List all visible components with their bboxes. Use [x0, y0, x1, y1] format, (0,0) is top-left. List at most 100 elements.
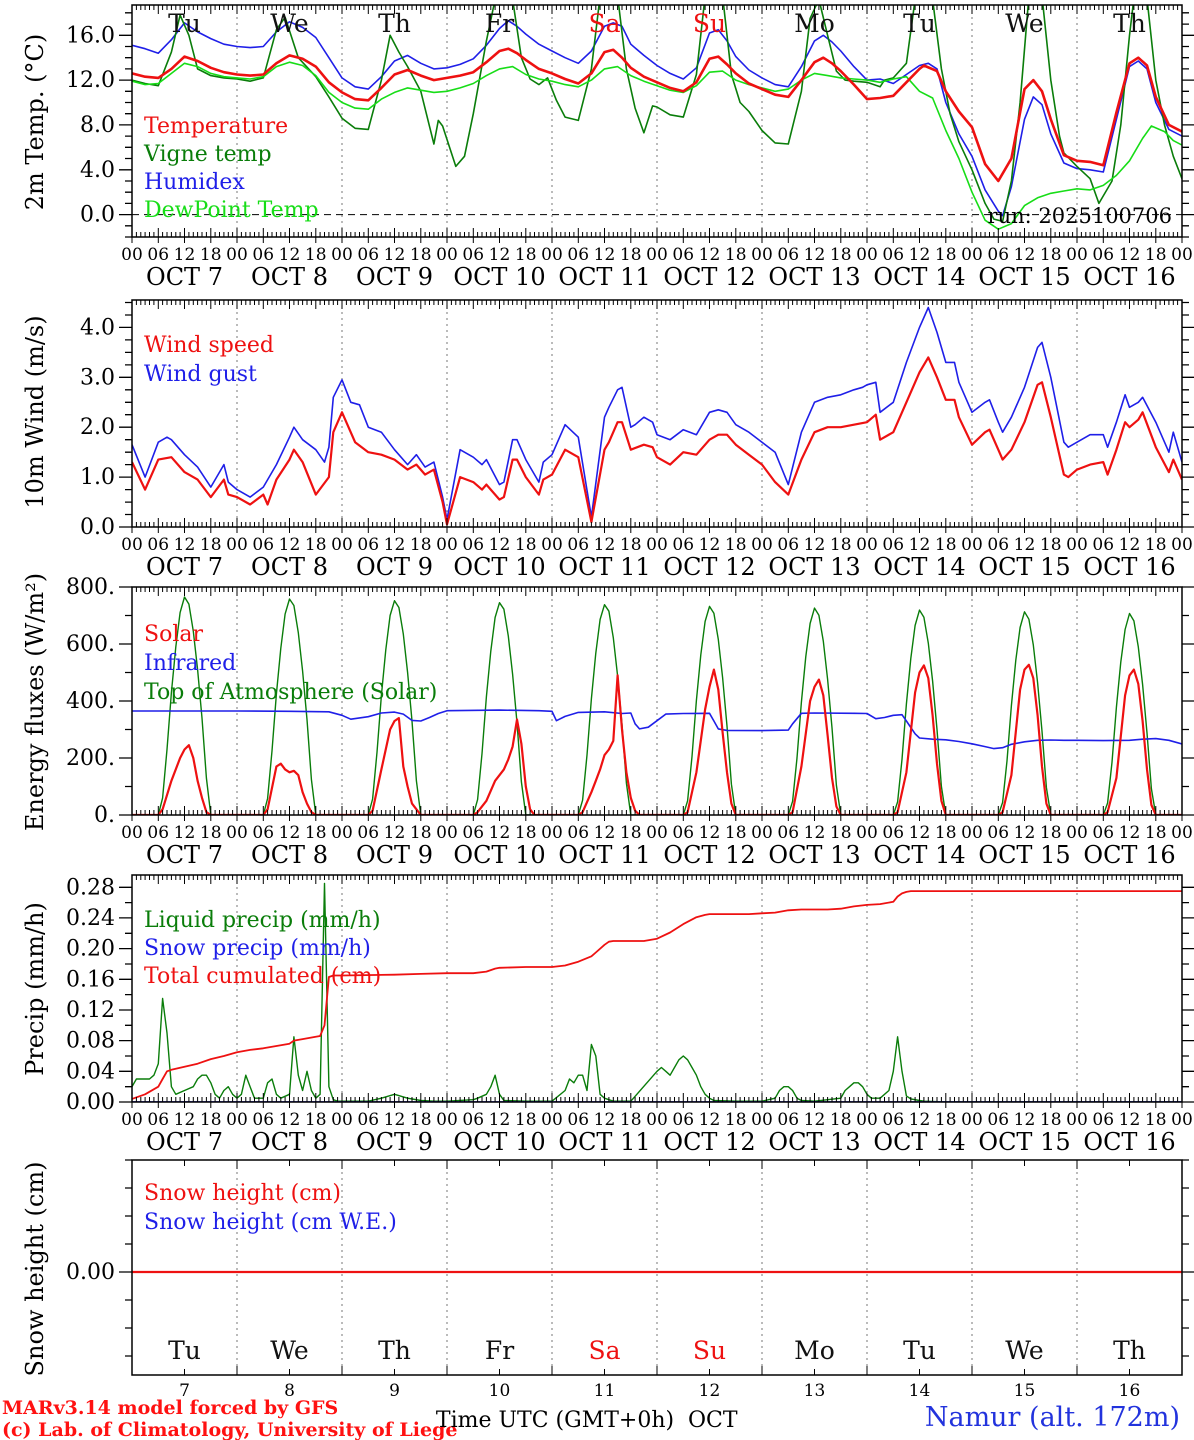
hour-tick-label: 18 — [725, 245, 747, 265]
hour-tick-label: 00 — [121, 823, 143, 843]
hour-tick-label: 12 — [1014, 245, 1036, 265]
run-timestamp-label: run: 2025100706 — [987, 204, 1172, 228]
hour-tick-label: 06 — [882, 823, 904, 843]
date-label: OCT 12 — [663, 841, 755, 869]
hour-tick-label: 00 — [541, 535, 563, 555]
date-label: OCT 11 — [558, 263, 650, 291]
day-name-label: We — [270, 1336, 308, 1365]
hour-tick-label: 18 — [620, 823, 642, 843]
y-tick-label: 4.0 — [80, 158, 115, 183]
hour-tick-label: 18 — [515, 535, 537, 555]
hour-tick-label: 12 — [489, 245, 511, 265]
hour-tick-label: 18 — [620, 535, 642, 555]
hour-tick-label: 12 — [1119, 535, 1141, 555]
hour-tick-label: 06 — [777, 1110, 799, 1130]
date-label: OCT 15 — [978, 1128, 1070, 1156]
hour-tick-label: 12 — [909, 245, 931, 265]
legend-solar: Solar — [144, 622, 203, 647]
hour-tick-label: 12 — [489, 1110, 511, 1130]
hour-tick-label: 18 — [200, 823, 222, 843]
hour-tick-label: 18 — [305, 245, 327, 265]
date-label: OCT 16 — [1083, 263, 1175, 291]
hour-tick-label: 06 — [567, 245, 589, 265]
date-label: OCT 8 — [251, 1128, 328, 1156]
y-axis-label-temperature: 2m Temp. (°C) — [21, 33, 49, 211]
y-tick-label: 0.04 — [66, 1059, 115, 1084]
hour-tick-label: 00 — [856, 245, 878, 265]
y-tick-marks — [119, 586, 1194, 816]
hour-tick-label: 18 — [935, 823, 957, 843]
hour-tick-label: 18 — [410, 245, 432, 265]
hour-tick-label: 06 — [1092, 1110, 1114, 1130]
date-label: OCT 14 — [873, 553, 965, 581]
hour-tick-label: 00 — [751, 823, 773, 843]
date-label: OCT 11 — [558, 553, 650, 581]
date-label: OCT 10 — [453, 1128, 545, 1156]
date-label: OCT 9 — [356, 1128, 433, 1156]
hour-tick-label: 18 — [305, 1110, 327, 1130]
hour-tick-label: 06 — [462, 823, 484, 843]
hour-tick-label: 12 — [909, 535, 931, 555]
legend-wind-speed: Wind speed — [144, 333, 274, 358]
date-label: OCT 15 — [978, 841, 1070, 869]
legend-snow-height-cm-w-e-: Snow height (cm W.E.) — [144, 1210, 397, 1235]
hour-tick-label: 06 — [357, 245, 379, 265]
y-tick-label: 600. — [66, 632, 115, 657]
hour-tick-label: 06 — [567, 1110, 589, 1130]
hour-tick-label: 00 — [1066, 1110, 1088, 1130]
hour-tick-label: 06 — [252, 823, 274, 843]
hour-tick-label: 18 — [1040, 823, 1062, 843]
hour-tick-label: 18 — [830, 823, 852, 843]
date-label: OCT 7 — [146, 1128, 223, 1156]
hour-tick-label: 12 — [279, 1110, 301, 1130]
date-label: OCT 14 — [873, 263, 965, 291]
panel-border — [131, 4, 1183, 238]
hour-tick-label: 00 — [436, 245, 458, 265]
hour-tick-label: 06 — [462, 535, 484, 555]
hour-tick-label: 06 — [672, 1110, 694, 1130]
date-label: OCT 8 — [251, 841, 328, 869]
hour-tick-label: 12 — [384, 1110, 406, 1130]
day-name-label: We — [270, 9, 308, 38]
y-tick-label: 2.0 — [80, 415, 115, 440]
day-number-label: 15 — [1014, 1381, 1036, 1401]
series-solar — [132, 663, 1182, 815]
date-label: OCT 13 — [768, 553, 860, 581]
copyright-line: (c) Lab. of Climatology, University of L… — [2, 1419, 458, 1440]
date-label: OCT 8 — [251, 553, 328, 581]
hour-tick-label: 06 — [1092, 245, 1114, 265]
day-name-label: Tu — [168, 1336, 201, 1365]
legend-infrared: Infrared — [144, 651, 236, 676]
hour-tick-label: 00 — [541, 245, 563, 265]
hour-tick-label: 00 — [751, 245, 773, 265]
hour-tick-label: 18 — [935, 245, 957, 265]
date-label: OCT 10 — [453, 553, 545, 581]
hour-tick-label: 00 — [646, 1110, 668, 1130]
y-tick-label: 0.16 — [66, 967, 115, 992]
hour-tick-label: 06 — [252, 535, 274, 555]
hour-tick-label: 00 — [751, 1110, 773, 1130]
day-number-label: 14 — [909, 1381, 931, 1401]
hour-tick-label: 12 — [174, 535, 196, 555]
hour-tick-label: 18 — [410, 823, 432, 843]
hour-tick-label: 12 — [804, 245, 826, 265]
hour-tick-label: 06 — [882, 245, 904, 265]
hour-tick-label: 06 — [147, 823, 169, 843]
hour-tick-label: 00 — [856, 1110, 878, 1130]
hour-tick-label: 00 — [331, 823, 353, 843]
x-axis-title: Time UTC (GMT+0h) — [435, 1408, 675, 1433]
date-label: OCT 15 — [978, 263, 1070, 291]
hour-tick-label: 12 — [909, 1110, 931, 1130]
legend-liquid-precip-mm-h-: Liquid precip (mm/h) — [144, 908, 381, 933]
y-axis-label-snow-height: Snow height (cm) — [21, 1161, 49, 1377]
legend-vigne-temp: Vigne temp — [143, 142, 272, 167]
day-name-label: Tu — [903, 1336, 936, 1365]
hour-tick-label: 18 — [305, 823, 327, 843]
legend-snow-height-cm-: Snow height (cm) — [144, 1181, 341, 1206]
hour-tick-label: 12 — [804, 535, 826, 555]
day-number-label: 11 — [594, 1381, 616, 1401]
hour-tick-label: 18 — [1040, 245, 1062, 265]
hour-tick-label: 00 — [961, 245, 983, 265]
day-number-label: 8 — [284, 1381, 295, 1401]
hour-tick-label: 06 — [777, 245, 799, 265]
